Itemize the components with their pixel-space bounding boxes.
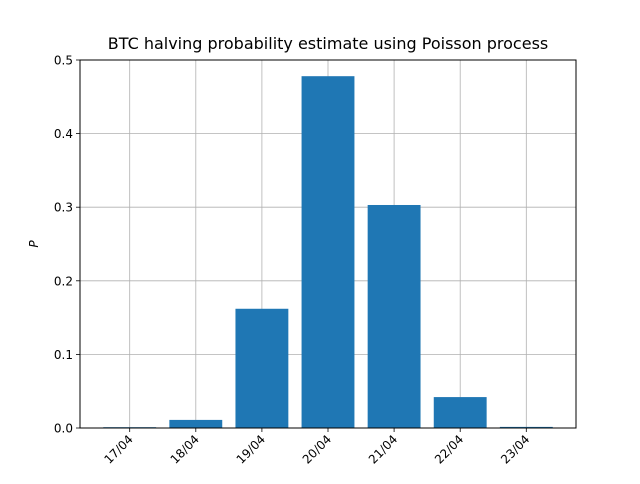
y-axis-label: P xyxy=(27,240,41,248)
y-axis-ticks: 0.0 0.1 0.2 0.3 0.4 0.5 xyxy=(54,54,80,436)
bar-19-04 xyxy=(235,308,289,428)
y-tick-label: 0.4 xyxy=(54,127,73,141)
bar-21-04 xyxy=(367,204,421,428)
y-tick-label: 0.3 xyxy=(54,201,73,215)
bar-22-04 xyxy=(433,397,487,428)
y-tick-label: 0.5 xyxy=(54,54,73,68)
bars xyxy=(103,76,553,428)
bar-20-04 xyxy=(301,76,355,428)
bar-23-04 xyxy=(499,426,553,428)
chart-title: BTC halving probability estimate using P… xyxy=(108,34,549,53)
y-tick-label: 0.1 xyxy=(54,348,73,362)
y-tick-label: 0.2 xyxy=(54,274,73,288)
bar-18-04 xyxy=(169,419,223,428)
y-tick-label: 0.0 xyxy=(54,422,73,436)
